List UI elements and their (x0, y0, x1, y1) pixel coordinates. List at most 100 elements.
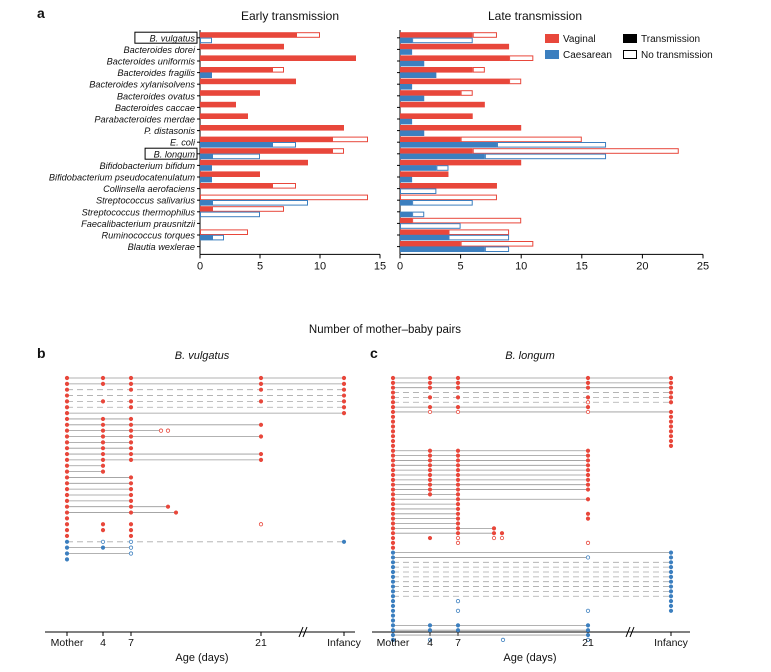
late-bar-caesarean-transmission (400, 72, 437, 78)
sample-dot (128, 522, 134, 527)
early-bar-caesarean-no-transmission (272, 142, 296, 148)
late-bar-vaginal-no-transmission (509, 78, 522, 85)
early-bar-vaginal-no-transmission (200, 229, 248, 235)
category-label: P. distasonis (144, 126, 195, 136)
early-bar-caesarean-transmission (200, 72, 212, 78)
panel-c-tick-mother: Mother (377, 637, 410, 649)
sample-dot (341, 539, 347, 544)
late-bar-caesarean-no-transmission (412, 200, 473, 206)
sample-dot (390, 380, 396, 385)
sample-dot (455, 497, 461, 502)
sample-dot (455, 535, 461, 541)
sample-dot (258, 399, 264, 404)
early-bar-caesarean-transmission (200, 200, 212, 206)
panel-c-tick-7: 7 (455, 637, 461, 649)
sample-dot (64, 539, 70, 544)
sample-dot (128, 487, 134, 492)
sample-dot (100, 428, 106, 433)
sample-dot (341, 381, 347, 386)
sample-dot (668, 434, 674, 439)
sample-dot (341, 393, 347, 398)
sample-dot (585, 409, 591, 415)
late-bar-caesarean-transmission (400, 130, 425, 136)
category-label: B. vulgatus (150, 33, 196, 43)
sample-dot (100, 434, 106, 439)
sample-dot (491, 526, 497, 531)
sample-dot (100, 422, 106, 427)
sample-dot (128, 510, 134, 515)
sample-dot (128, 545, 134, 550)
sample-dot (455, 487, 461, 492)
sample-dot (455, 458, 461, 463)
late-bar-caesarean-transmission (400, 60, 425, 67)
sample-dot (427, 463, 433, 468)
sample-dot (390, 443, 396, 448)
sample-dot (100, 469, 106, 474)
late-bar-vaginal-transmission (400, 32, 473, 38)
category-label: Faecalibacterium prausnitzii (81, 219, 196, 229)
sample-dot (100, 463, 106, 468)
sample-dot (427, 453, 433, 458)
sample-dot (455, 404, 461, 410)
late-bar-caesarean-transmission (400, 153, 485, 160)
late-bar-vaginal-transmission (400, 67, 473, 73)
late-bar-vaginal-no-transmission (472, 67, 485, 73)
early-bar-vaginal-transmission (200, 136, 332, 143)
sample-dot (64, 475, 70, 480)
late-chart-title: Late transmission (488, 9, 582, 23)
sample-dot (390, 458, 396, 463)
early-bar-caesarean-no-transmission (212, 200, 308, 206)
sample-dot (390, 632, 396, 638)
sample-dot (427, 448, 433, 453)
sample-dot (128, 381, 134, 386)
sample-dot (128, 446, 134, 451)
sample-dot (390, 472, 396, 478)
sample-dot (128, 399, 134, 404)
sample-dot (390, 511, 396, 516)
sample-dot (668, 380, 674, 385)
late-bar-vaginal-transmission (400, 113, 473, 119)
sample-dot (427, 628, 433, 633)
sample-dot (128, 416, 134, 422)
sample-dot (427, 637, 433, 643)
early-chart-title: Early transmission (241, 9, 339, 23)
sample-dot (668, 565, 674, 570)
sample-dot (258, 387, 264, 392)
sample-dot (668, 603, 674, 609)
sample-dot (668, 409, 674, 415)
sample-dot (585, 487, 591, 492)
sample-dot (427, 468, 433, 473)
category-label: Bacteroides fragilis (117, 68, 195, 78)
sample-dot (64, 387, 70, 392)
sample-dot (390, 468, 396, 473)
sample-dot (390, 594, 396, 599)
panel-b-tick-21: 21 (255, 637, 267, 649)
category-label: Blautia wexlerae (128, 242, 195, 252)
late-x-tick-label: 10 (515, 260, 527, 272)
late-bar-caesarean-transmission (400, 142, 497, 148)
late-bar-caesarean-no-transmission (436, 165, 449, 171)
sample-dot (455, 531, 461, 536)
early-bar-vaginal-no-transmission (332, 136, 368, 143)
sample-dot (455, 477, 461, 482)
sample-dot (668, 574, 674, 579)
sample-dot (390, 555, 396, 560)
sample-dot (64, 469, 70, 474)
sample-dot (427, 409, 433, 415)
sample-dot (390, 414, 396, 419)
sample-dot (427, 482, 433, 487)
early-bar-caesarean-transmission (200, 234, 212, 241)
sample-dot (165, 428, 171, 433)
sample-dot (128, 428, 134, 433)
sample-dot (390, 628, 396, 633)
sample-dot (491, 535, 497, 541)
sample-dot (390, 618, 396, 623)
sample-dot (390, 506, 396, 512)
panel-c-tick-infancy: Infancy (654, 637, 689, 649)
sample-dot (390, 438, 396, 444)
late-bar-caesarean-no-transmission (448, 234, 510, 241)
sample-dot (455, 501, 461, 507)
sample-dot (64, 457, 70, 462)
sample-dot (499, 531, 505, 536)
panel-a-x-axis-label: Number of mother–baby pairs (309, 324, 461, 336)
